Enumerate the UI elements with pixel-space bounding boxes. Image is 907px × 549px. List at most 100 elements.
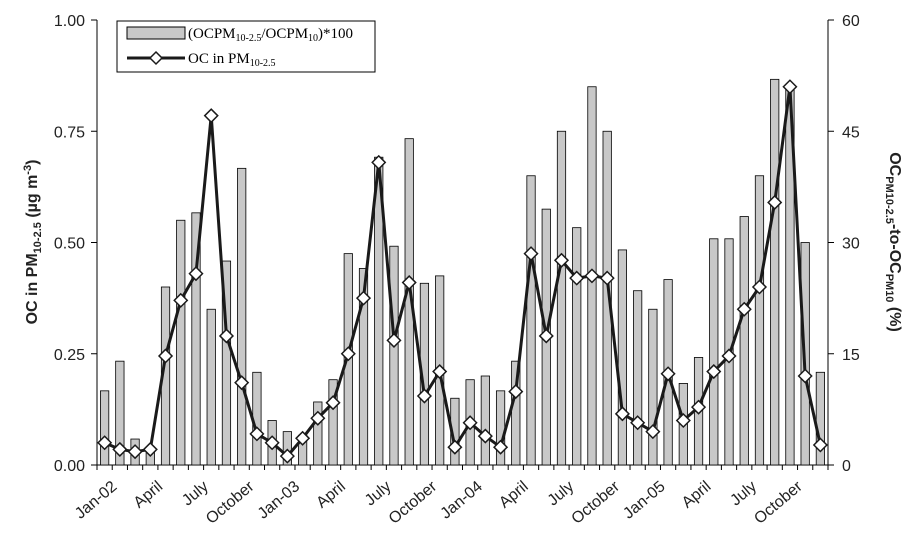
- line-point: [614, 406, 630, 422]
- line-point: [812, 437, 828, 453]
- legend-bar-swatch: [126, 26, 186, 40]
- line-point: [797, 368, 813, 384]
- left-tick-label: 1.00: [54, 13, 85, 30]
- right-tick-label: 45: [842, 124, 860, 141]
- bar: [648, 308, 658, 466]
- x-tick-label: Jan-02: [72, 478, 120, 523]
- x-tick-label: April: [679, 478, 714, 512]
- line-point: [234, 375, 250, 391]
- line-series: [97, 79, 828, 464]
- line-point: [767, 194, 783, 211]
- line-point: [310, 410, 326, 426]
- legend-bar-label: (OCPM10-2.5/OCPM10)*100: [188, 26, 353, 44]
- legend-line-label: OC in PM10-2.5: [188, 51, 276, 69]
- left-tick-label: 0.50: [54, 236, 85, 253]
- x-tick-label: October: [568, 478, 623, 528]
- bar: [389, 245, 399, 466]
- bar: [282, 431, 292, 466]
- line-point: [97, 435, 113, 451]
- right-axis-title: OCPM10-2.5-to-OCPM10 (%): [883, 152, 903, 332]
- line-point: [538, 328, 554, 344]
- bar: [100, 390, 110, 466]
- line-point: [508, 384, 524, 400]
- left-tick-label: 0.00: [54, 458, 85, 475]
- bar: [709, 238, 719, 466]
- bar: [358, 268, 369, 466]
- line-point: [645, 424, 661, 440]
- x-tick-label: October: [751, 478, 806, 528]
- bar: [602, 130, 612, 466]
- line-point: [569, 270, 585, 286]
- bar: [206, 308, 216, 466]
- bar: [770, 78, 780, 466]
- bar: [176, 219, 186, 466]
- line-point: [112, 441, 128, 457]
- line-point: [447, 439, 463, 455]
- line-point: [706, 363, 722, 380]
- line-point: [279, 448, 295, 464]
- line-point: [675, 412, 691, 429]
- right-tick-label: 60: [842, 13, 860, 30]
- line-point: [295, 430, 311, 446]
- bar: [328, 379, 338, 466]
- line-point: [264, 435, 280, 451]
- right-tick-label: 0: [842, 458, 851, 475]
- line-point: [660, 366, 676, 382]
- line-point: [782, 79, 798, 95]
- x-tick-label: July: [362, 478, 395, 509]
- line-point: [386, 332, 402, 348]
- line-point: [462, 415, 478, 431]
- line-point: [401, 274, 417, 291]
- bar: [237, 167, 247, 466]
- right-tick-label: 30: [842, 236, 860, 253]
- left-axis-ticks: 0.00 0.25 0.50 0.75 1.00: [54, 13, 97, 475]
- line-point: [127, 444, 143, 460]
- bar: [511, 360, 521, 466]
- line-point: [173, 292, 189, 308]
- line-point: [599, 270, 615, 286]
- line-point: [736, 301, 752, 317]
- line-point: [690, 399, 707, 415]
- x-tick-label: October: [386, 478, 441, 528]
- line-point: [218, 328, 235, 344]
- x-tick-label: Jan-04: [438, 478, 486, 523]
- bar: [115, 360, 125, 466]
- x-tick-label: April: [496, 478, 531, 512]
- right-axis-ticks: 0 15 30 45 60: [828, 13, 860, 475]
- line-point: [416, 388, 432, 404]
- line-point: [188, 266, 204, 282]
- bar: [572, 227, 582, 466]
- x-tick-label: Jan-03: [255, 478, 303, 523]
- bar: [739, 216, 749, 466]
- legend: (OCPM10-2.5/OCPM10)*100 OC in PM10-2.5: [116, 20, 376, 73]
- x-tick-label: July: [727, 478, 760, 509]
- line-point: [630, 415, 646, 431]
- line-point: [249, 426, 265, 442]
- line-point: [721, 348, 737, 364]
- bar: [556, 130, 567, 466]
- x-tick-label: April: [131, 478, 166, 512]
- line-point: [203, 108, 219, 124]
- bar: [617, 249, 627, 466]
- line-point: [751, 279, 768, 295]
- left-axis-title: OC in PM10-2.5 (µg m-3): [22, 160, 44, 325]
- left-tick-label: 0.25: [54, 347, 85, 364]
- line-point: [493, 439, 509, 455]
- line-point: [142, 441, 158, 457]
- right-tick-label: 15: [842, 347, 860, 364]
- bar: [815, 371, 825, 466]
- x-tick-label: April: [313, 478, 348, 512]
- line-point: [477, 428, 493, 444]
- x-tick-label: July: [179, 478, 212, 509]
- line-point: [340, 346, 356, 362]
- line-point: [371, 154, 387, 170]
- x-tick-label: Jan-05: [620, 478, 668, 523]
- bar: [526, 175, 536, 466]
- line-point: [553, 252, 570, 268]
- bar: [313, 401, 323, 466]
- bar: [754, 175, 765, 466]
- bar: [221, 260, 232, 466]
- bar: [633, 290, 643, 466]
- left-tick-label: 0.75: [54, 124, 85, 141]
